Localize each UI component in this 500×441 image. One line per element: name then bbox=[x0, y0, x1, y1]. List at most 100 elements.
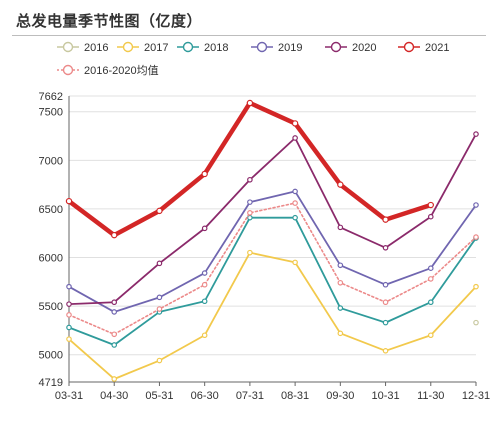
series-layer bbox=[65, 99, 479, 382]
legend-marker bbox=[256, 41, 268, 53]
legend-marker bbox=[330, 41, 342, 53]
axes: 4719 5000 5500 6000 6500 7000 7500 7662 03-31 04-… bbox=[39, 91, 491, 402]
data-point bbox=[66, 301, 72, 307]
legend-marker bbox=[62, 41, 74, 53]
legend-label: 2018 bbox=[204, 42, 228, 54]
data-point bbox=[156, 207, 163, 215]
data-point bbox=[201, 225, 208, 232]
x-tick-label: 12-31 bbox=[462, 390, 490, 402]
data-point bbox=[111, 376, 118, 382]
data-point bbox=[337, 330, 344, 337]
data-point bbox=[382, 281, 389, 288]
legend-marker bbox=[403, 41, 415, 53]
y-tick-label: 5000 bbox=[39, 350, 63, 362]
x-tick-label: 06-30 bbox=[191, 390, 219, 402]
series-line bbox=[68, 190, 477, 313]
legend-marker bbox=[122, 41, 134, 53]
data-point bbox=[292, 188, 298, 195]
data-point bbox=[473, 131, 479, 137]
series-2016 bbox=[473, 319, 479, 326]
data-point bbox=[66, 324, 72, 331]
y-tick-label: 6000 bbox=[39, 253, 63, 265]
data-point bbox=[156, 357, 163, 364]
y-tick-label: 7500 bbox=[39, 107, 63, 119]
data-point bbox=[292, 135, 298, 141]
legend-label: 2020 bbox=[352, 42, 376, 54]
x-tick-label: 05-31 bbox=[145, 390, 173, 402]
legend-label: 2019 bbox=[278, 42, 302, 54]
data-point bbox=[156, 294, 163, 301]
legend-item-2019[interactable]: 2019 bbox=[251, 41, 302, 54]
data-point bbox=[247, 210, 253, 216]
data-point bbox=[382, 299, 389, 306]
data-point bbox=[337, 181, 344, 188]
legend: 2016 2017 2018 2019 2020 2021 2016-2020均值 bbox=[57, 41, 449, 77]
data-point bbox=[337, 279, 344, 286]
data-point bbox=[156, 306, 163, 312]
data-point bbox=[473, 234, 479, 240]
legend-item-2018[interactable]: 2018 bbox=[177, 41, 228, 54]
data-point bbox=[66, 336, 72, 342]
data-point bbox=[382, 348, 389, 354]
data-point bbox=[247, 176, 253, 183]
data-point bbox=[292, 200, 298, 206]
legend-label: 2016-2020均值 bbox=[84, 64, 159, 77]
data-point bbox=[473, 319, 479, 326]
legend-item-2021[interactable]: 2021 bbox=[398, 41, 449, 54]
title-divider bbox=[12, 35, 486, 36]
data-point bbox=[473, 283, 479, 290]
series-line bbox=[68, 216, 477, 346]
legend-item-2017[interactable]: 2017 bbox=[117, 41, 168, 54]
x-tick-label: 10-31 bbox=[371, 390, 399, 402]
data-point bbox=[247, 249, 253, 256]
data-point bbox=[292, 214, 298, 221]
data-point bbox=[382, 244, 389, 251]
data-point bbox=[201, 270, 208, 276]
data-point bbox=[111, 231, 118, 239]
data-point bbox=[201, 170, 208, 178]
series-line bbox=[68, 202, 477, 336]
data-point bbox=[427, 213, 434, 220]
data-point bbox=[427, 299, 434, 306]
x-tick-label: 09-30 bbox=[326, 390, 354, 402]
legend-item-2016[interactable]: 2016 bbox=[57, 41, 108, 54]
series-line bbox=[68, 251, 477, 380]
y-tick-label: 7662 bbox=[39, 91, 63, 103]
grid-lines bbox=[69, 95, 476, 383]
legend-marker bbox=[62, 64, 74, 76]
data-point bbox=[337, 262, 344, 269]
data-point bbox=[427, 265, 434, 272]
data-point bbox=[427, 276, 434, 282]
legend-item-2016-2020均值[interactable]: 2016-2020均值 bbox=[57, 64, 159, 77]
x-tick-label: 04-30 bbox=[100, 390, 128, 402]
data-point bbox=[156, 260, 163, 267]
y-tick-label: 4719 bbox=[39, 377, 63, 389]
data-point bbox=[66, 283, 72, 290]
data-point bbox=[247, 199, 253, 205]
legend-label: 2017 bbox=[144, 42, 168, 54]
series-2017 bbox=[66, 249, 479, 382]
legend-label: 2021 bbox=[425, 42, 449, 54]
legend-item-2020[interactable]: 2020 bbox=[325, 41, 376, 54]
legend-label: 2016 bbox=[84, 42, 108, 54]
x-tick-label: 11-30 bbox=[417, 390, 444, 402]
data-point bbox=[65, 197, 73, 205]
legend-marker bbox=[182, 41, 194, 53]
data-point bbox=[382, 319, 389, 326]
data-point bbox=[382, 216, 389, 223]
data-point bbox=[246, 99, 254, 107]
data-point bbox=[111, 342, 118, 348]
data-point bbox=[427, 201, 434, 209]
y-tick-label: 7000 bbox=[39, 155, 63, 167]
x-tick-label: 07-31 bbox=[236, 390, 264, 402]
y-tick-label: 5500 bbox=[39, 301, 63, 313]
data-point bbox=[201, 298, 208, 305]
data-point bbox=[291, 120, 299, 127]
series-2021 bbox=[65, 99, 434, 239]
series-2018 bbox=[66, 214, 479, 348]
x-tick-label: 03-31 bbox=[55, 390, 83, 402]
series-line bbox=[68, 133, 477, 306]
y-tick-label: 6500 bbox=[39, 204, 63, 216]
data-point bbox=[66, 312, 72, 318]
